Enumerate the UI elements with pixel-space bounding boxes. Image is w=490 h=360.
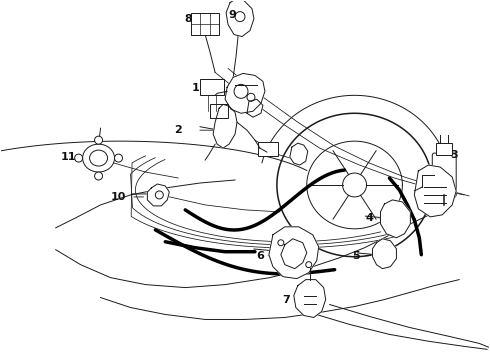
FancyBboxPatch shape	[432, 153, 456, 197]
Text: 2: 2	[174, 125, 182, 135]
Bar	[200, 80, 224, 95]
Polygon shape	[225, 73, 265, 113]
Text: 11: 11	[61, 152, 76, 162]
Circle shape	[306, 262, 312, 268]
Circle shape	[95, 172, 102, 180]
Polygon shape	[294, 280, 326, 318]
Bar	[210, 104, 228, 118]
Polygon shape	[226, 0, 254, 37]
Polygon shape	[269, 227, 319, 279]
Bar	[191, 13, 219, 35]
Polygon shape	[372, 239, 396, 269]
Text: 5: 5	[352, 251, 359, 261]
Polygon shape	[147, 184, 169, 206]
Text: 4: 4	[366, 213, 373, 223]
Polygon shape	[247, 99, 263, 117]
Text: 3: 3	[450, 150, 458, 160]
Bar	[258, 142, 278, 156]
Polygon shape	[415, 165, 456, 217]
Polygon shape	[380, 200, 410, 238]
Bar	[436, 143, 452, 155]
Text: 6: 6	[256, 251, 264, 261]
Circle shape	[74, 154, 83, 162]
Ellipse shape	[83, 144, 115, 172]
Circle shape	[278, 240, 284, 246]
Polygon shape	[213, 104, 237, 148]
Polygon shape	[290, 143, 308, 165]
Circle shape	[95, 136, 102, 144]
Circle shape	[115, 154, 122, 162]
Text: 7: 7	[282, 294, 290, 305]
Text: 10: 10	[111, 192, 126, 202]
Text: 9: 9	[228, 10, 236, 20]
Text: 1: 1	[191, 84, 199, 93]
Text: 8: 8	[184, 14, 192, 24]
